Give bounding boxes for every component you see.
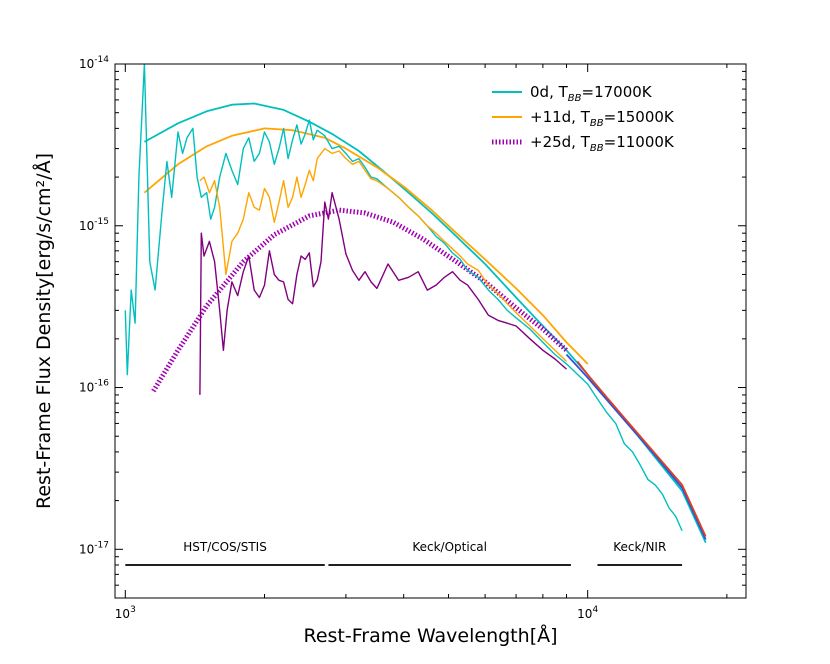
y-tick-exponent: -14 (94, 55, 109, 65)
legend-label: +25d, TBB=11000K (530, 133, 675, 154)
series-line-6 (565, 353, 707, 540)
y-tick-base: 10 (79, 57, 94, 71)
legend-label-subscript: BB (590, 143, 604, 154)
legend-label-subscript: BB (568, 93, 582, 104)
series-line-7 (576, 360, 707, 537)
series-line-1 (143, 127, 589, 365)
legend-label-subscript: BB (590, 118, 604, 129)
legend-label-suffix: =11000K (604, 133, 675, 151)
y-axis-title: Rest-Frame Flux Density[erg/s/cm²/Å] (32, 153, 55, 509)
legend-label-suffix: =15000K (604, 108, 675, 126)
y-tick-label: 10-15 (79, 217, 109, 233)
series-line-5 (199, 191, 567, 395)
legend-label-main: +25d, T (530, 133, 591, 151)
y-tick-base: 10 (79, 542, 94, 556)
x-axis-title: Rest-Frame Wavelength[Å] (303, 624, 557, 647)
legend-label-suffix: =17000K (582, 83, 653, 101)
legend-label-main: 0d, T (530, 83, 569, 101)
x-tick-exponent: 4 (592, 605, 598, 615)
plot-frame (114, 63, 747, 599)
y-tick-label: 10-14 (79, 55, 109, 71)
instrument-layer: HST/COS/STIS Keck/Optical Keck/NIR (125, 540, 683, 566)
y-tick-base: 10 (79, 381, 94, 395)
x-axis-label: Rest-Frame Wavelength (303, 625, 529, 647)
y-tick-label: 10-16 (79, 379, 109, 395)
y-tick-base: 10 (79, 219, 94, 233)
y-tick-exponent: -15 (94, 217, 109, 227)
series-group (124, 64, 707, 543)
x-tick-label: 103 (115, 605, 136, 621)
legend-label-main: +11d, T (530, 108, 591, 126)
instrument-label: Keck/NIR (613, 540, 666, 554)
instrument-label: Keck/Optical (412, 540, 487, 554)
series-line-2 (151, 207, 569, 393)
plot-layer (124, 64, 707, 543)
legend-label: +11d, TBB=15000K (530, 108, 675, 129)
x-tick-exponent: 3 (130, 605, 136, 615)
instrument-label: HST/COS/STIS (183, 540, 267, 554)
y-tick-label: 10-17 (79, 540, 109, 556)
x-tick-base: 10 (115, 607, 130, 621)
x-axis-unit: [Å] (530, 624, 558, 647)
legend: 0d, TBB=17000K+11d, TBB=15000K+25d, TBB=… (492, 83, 675, 154)
legend-label: 0d, TBB=17000K (530, 83, 653, 104)
series-line-4 (199, 147, 567, 362)
x-tick-label: 104 (577, 605, 598, 621)
series-line-3 (124, 64, 683, 532)
y-tick-exponent: -17 (94, 540, 109, 550)
x-tick-base: 10 (577, 607, 592, 621)
y-tick-exponent: -16 (94, 379, 109, 389)
